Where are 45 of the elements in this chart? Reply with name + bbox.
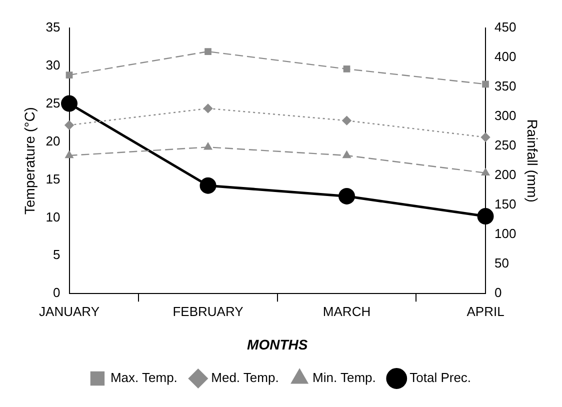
point: [480, 132, 490, 142]
point: [482, 80, 489, 88]
y2-tick-label: 450: [494, 20, 516, 35]
x-tick-label: MARCH: [322, 304, 371, 319]
point: [477, 208, 494, 225]
point: [342, 150, 351, 158]
y2-tick-label: 200: [494, 167, 516, 182]
y-axis-title: Temperature (°C): [21, 107, 38, 215]
y-tick-label: 5: [53, 247, 60, 262]
y2-tick-label: 350: [494, 78, 516, 94]
y-tick-label: 20: [46, 133, 60, 148]
legend-label: Max. Temp.: [110, 370, 178, 386]
legend-label: Med. Temp.: [211, 370, 279, 386]
y2-tick-label: 0: [494, 285, 502, 300]
x-axis-title: MONTHS: [247, 336, 308, 352]
y2-tick-label: 400: [494, 49, 516, 64]
y2-tick-label: 300: [494, 108, 516, 124]
x-tick-label: FEBRUARY: [172, 304, 244, 319]
point: [204, 142, 212, 150]
x-tick-label: APRIL: [466, 304, 504, 319]
point: [61, 95, 78, 112]
point: [342, 116, 352, 126]
y2-axis-title: Rainfall (mm): [524, 119, 541, 202]
y2-tick-label: 150: [494, 196, 516, 212]
point: [343, 66, 350, 72]
point: [204, 48, 212, 55]
y-tick-label: 15: [46, 171, 60, 186]
legend-label: Total Prec.: [410, 370, 472, 386]
y2-tick-label: 100: [494, 226, 516, 242]
point: [481, 168, 490, 176]
y-tick-label: 35: [46, 20, 60, 35]
x-tick-label: JANUARY: [39, 304, 100, 319]
y-tick-label: 0: [53, 285, 60, 300]
y-tick-label: 25: [46, 95, 60, 110]
y-tick-label: 30: [46, 58, 60, 73]
point: [65, 150, 74, 158]
point: [338, 188, 356, 204]
point: [203, 104, 213, 114]
y2-tick-label: 250: [494, 138, 516, 153]
point: [66, 72, 73, 78]
y-tick-label: 10: [46, 209, 60, 224]
point: [200, 177, 216, 194]
legend-label: Min. Temp.: [312, 370, 376, 386]
y2-tick-label: 50: [494, 256, 509, 271]
point: [64, 120, 74, 130]
